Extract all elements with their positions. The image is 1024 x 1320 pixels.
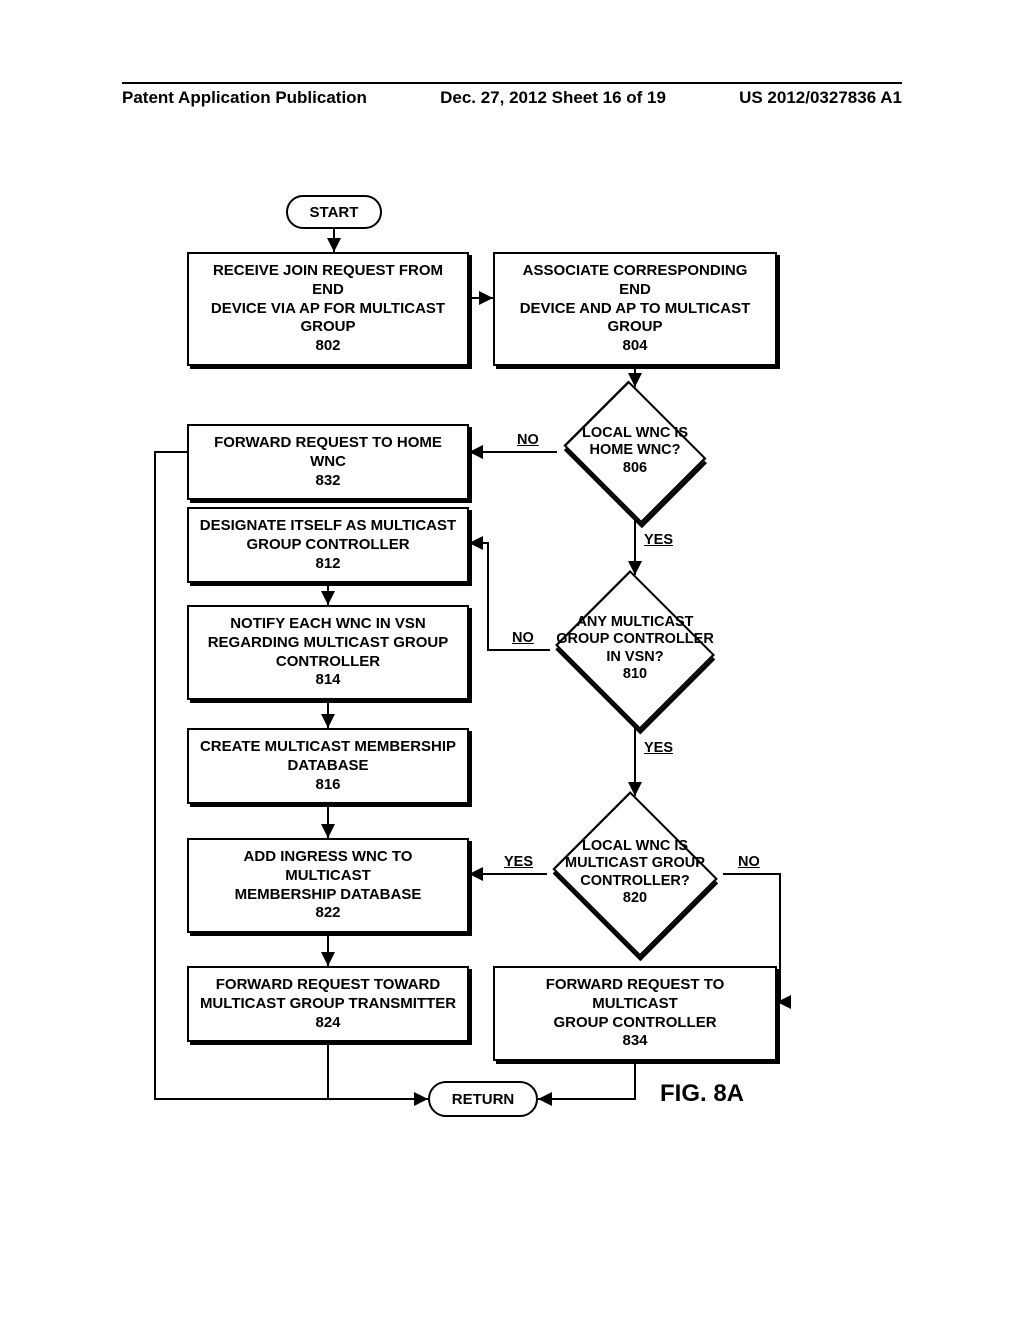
process-n816: CREATE MULTICAST MEMBERSHIPDATABASE816 (187, 728, 469, 804)
decision-d806: LOCAL WNC ISHOME WNC?806 (557, 387, 713, 517)
edge-label-d806_yes: YES (644, 532, 673, 548)
edge-810no-812 (469, 543, 550, 650)
decision-d810: ANY MULTICASTGROUP CONTROLLERIN VSN?810 (550, 575, 720, 725)
process-n824: FORWARD REQUEST TOWARDMULTICAST GROUP TR… (187, 966, 469, 1042)
edge-label-d806_no: NO (517, 432, 539, 448)
process-n822: ADD INGRESS WNC TO MULTICASTMEMBERSHIP D… (187, 838, 469, 933)
process-n814: NOTIFY EACH WNC IN VSNREGARDING MULTICAS… (187, 605, 469, 700)
edge-label-d820_no: NO (738, 854, 760, 870)
process-n832: FORWARD REQUEST TO HOME WNC832 (187, 424, 469, 500)
decision-d820: LOCAL WNC ISMULTICAST GROUPCONTROLLER?82… (547, 796, 723, 952)
edge-label-d810_no: NO (512, 630, 534, 646)
edge-824-return (328, 1038, 428, 1099)
edge-label-d820_yes: YES (504, 854, 533, 870)
process-n812: DESIGNATE ITSELF AS MULTICASTGROUP CONTR… (187, 507, 469, 583)
process-n834: FORWARD REQUEST TO MULTICASTGROUP CONTRO… (493, 966, 777, 1061)
process-n804: ASSOCIATE CORRESPONDING ENDDEVICE AND AP… (493, 252, 777, 366)
edges-layer (0, 0, 1024, 1320)
figure-label: FIG. 8A (660, 1080, 744, 1108)
edge-label-d810_yes: YES (644, 740, 673, 756)
terminal-return: RETURN (428, 1081, 538, 1117)
terminal-start: START (286, 195, 382, 229)
process-n802: RECEIVE JOIN REQUEST FROM ENDDEVICE VIA … (187, 252, 469, 366)
